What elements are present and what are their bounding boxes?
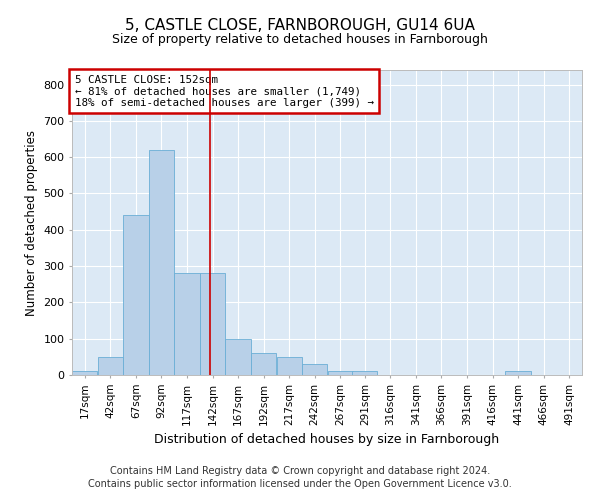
Text: Contains HM Land Registry data © Crown copyright and database right 2024.: Contains HM Land Registry data © Crown c…: [110, 466, 490, 476]
Bar: [328, 372, 353, 375]
X-axis label: Distribution of detached houses by size in Farnborough: Distribution of detached houses by size …: [154, 433, 500, 446]
Bar: [302, 364, 328, 375]
Bar: [98, 357, 123, 375]
Text: Size of property relative to detached houses in Farnborough: Size of property relative to detached ho…: [112, 32, 488, 46]
Bar: [149, 150, 174, 375]
Bar: [200, 274, 225, 375]
Bar: [175, 274, 200, 375]
Bar: [251, 353, 276, 375]
Bar: [226, 338, 251, 375]
Text: 5, CASTLE CLOSE, FARNBOROUGH, GU14 6UA: 5, CASTLE CLOSE, FARNBOROUGH, GU14 6UA: [125, 18, 475, 32]
Bar: [277, 357, 302, 375]
Text: Contains public sector information licensed under the Open Government Licence v3: Contains public sector information licen…: [88, 479, 512, 489]
Bar: [123, 215, 149, 375]
Bar: [72, 372, 97, 375]
Text: 5 CASTLE CLOSE: 152sqm
← 81% of detached houses are smaller (1,749)
18% of semi-: 5 CASTLE CLOSE: 152sqm ← 81% of detached…: [74, 74, 374, 108]
Bar: [352, 372, 377, 375]
Bar: [505, 372, 531, 375]
Y-axis label: Number of detached properties: Number of detached properties: [25, 130, 38, 316]
